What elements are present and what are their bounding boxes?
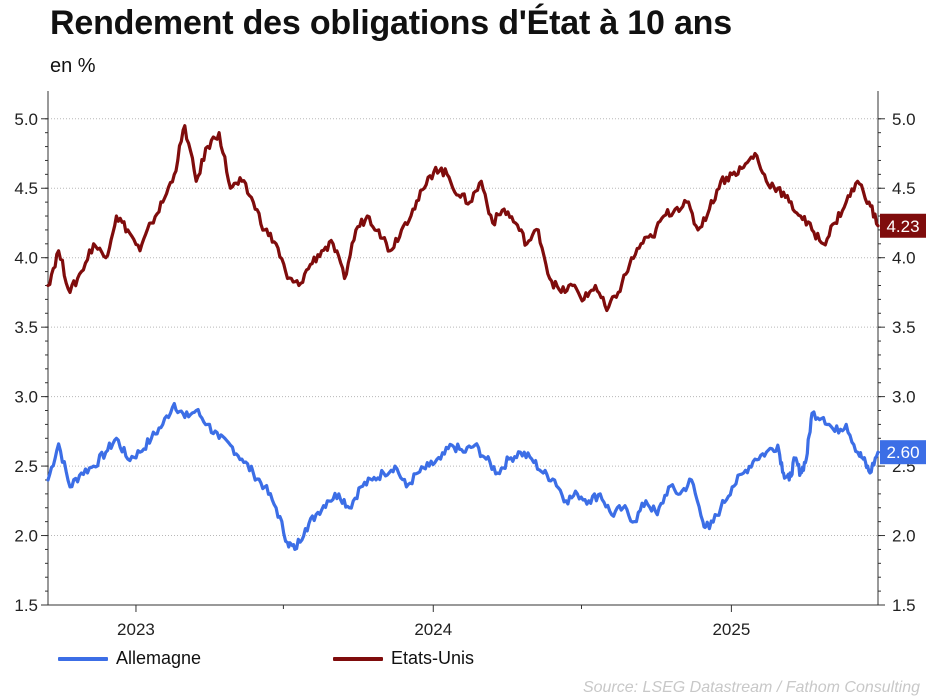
y-tick-label-left: 4.5 (14, 179, 38, 198)
x-tick-label: 2024 (414, 620, 452, 639)
grid-lines (48, 118, 878, 537)
legend-item-etats-unis: Etats-Unis (333, 648, 474, 669)
y-tick-label-right: 5.0 (892, 110, 916, 129)
series-line-etats-unis (46, 124, 880, 313)
y-tick-label-right: 4.5 (892, 179, 916, 198)
y-tick-label-left: 5.0 (14, 110, 38, 129)
y-tick-label-right: 1.5 (892, 596, 916, 615)
end-label-allemagne: 2.60 (886, 443, 919, 462)
y-tick-label-left: 2.0 (14, 527, 38, 546)
chart-subtitle: en % (50, 55, 96, 77)
y-tick-label-right: 3.0 (892, 388, 916, 407)
series-line-allemagne (46, 402, 880, 551)
legend-label-etats-unis: Etats-Unis (391, 648, 475, 668)
y-tick-label-right: 3.5 (892, 318, 916, 337)
legend-swatch-etats-unis (333, 656, 383, 661)
axes: 1.5 1.52.0 2.02.5 2.53.0 3.03.5 3.54.0 4.04.5 4… (14, 91, 916, 639)
end-label-etats-unis: 4.23 (886, 217, 919, 236)
legend-item-allemagne: Allemagne (58, 648, 201, 669)
x-tick-label: 2025 (712, 620, 750, 639)
y-tick-label-left: 3.5 (14, 318, 38, 337)
y-tick-label-right: 2.0 (892, 527, 916, 546)
end-label-box-etats-unis (880, 213, 926, 238)
end-value-labels: 2.60 4.23 (880, 213, 926, 465)
end-label-box-allemagne (880, 440, 926, 465)
x-tick-label: 2023 (117, 620, 155, 639)
series-lines (46, 124, 880, 551)
y-tick-label-left: 2.5 (14, 457, 38, 476)
chart-title: Rendement des obligations d'État à 10 an… (50, 4, 732, 42)
y-tick-label-right: 4.0 (892, 249, 916, 268)
legend-label-allemagne: Allemagne (116, 648, 202, 668)
legend-swatch-allemagne (58, 656, 108, 661)
source-note: Source: LSEG Datastream / Fathom Consult… (582, 679, 920, 696)
y-tick-label-left: 4.0 (14, 249, 38, 268)
y-tick-label-left: 3.0 (14, 388, 38, 407)
y-tick-label-left: 1.5 (14, 596, 38, 615)
